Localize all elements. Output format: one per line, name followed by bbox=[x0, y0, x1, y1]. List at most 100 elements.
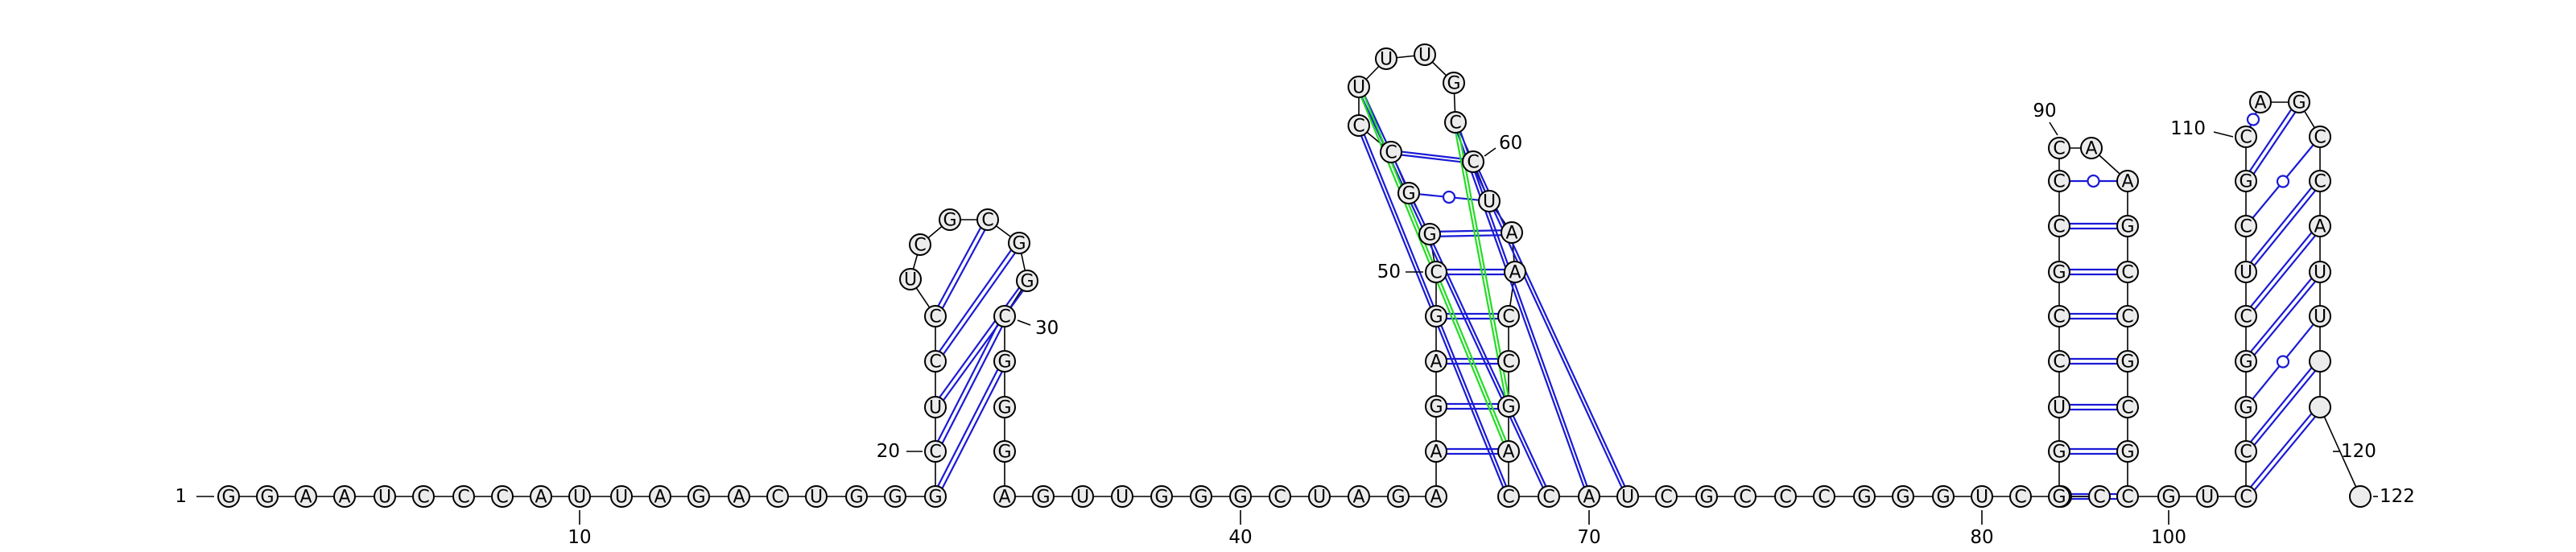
index-label: 90 bbox=[2033, 101, 2056, 122]
nucleotide-letter: G bbox=[2052, 443, 2066, 463]
wobble-pair-marker bbox=[2277, 176, 2289, 187]
nucleotide-letter: C bbox=[929, 443, 941, 463]
nucleotide-letter: U bbox=[1313, 488, 1326, 508]
nucleotide-letter: U bbox=[1621, 488, 1634, 508]
nucleotide: A bbox=[1505, 262, 1525, 283]
nucleotide: U bbox=[1112, 486, 1133, 508]
nucleotide: C bbox=[2049, 351, 2070, 373]
nucleotide: U bbox=[1309, 486, 1330, 508]
nucleotide-letter: G bbox=[1402, 184, 1415, 204]
nucleotide: A bbox=[729, 486, 749, 508]
nucleotide: A bbox=[530, 486, 551, 508]
nucleotide: C bbox=[453, 486, 474, 508]
nucleotide: G bbox=[1398, 183, 1419, 204]
base-pair-layer bbox=[938, 109, 2315, 499]
index-label: 10 bbox=[568, 527, 591, 548]
nucleotide: U bbox=[900, 269, 921, 290]
nucleotide-letter: G bbox=[2161, 488, 2175, 508]
nucleotide: G bbox=[1230, 486, 1251, 508]
nucleotide: G bbox=[2117, 441, 2138, 463]
nucleotide: A bbox=[650, 486, 671, 508]
nucleotide: U bbox=[2049, 397, 2070, 418]
wobble-pair-marker bbox=[2277, 356, 2289, 368]
nucleotide: C bbox=[2235, 306, 2256, 327]
nucleotide: G bbox=[994, 351, 1015, 373]
nucleotide-letter: G bbox=[1429, 307, 1443, 327]
nucleotide-letter: G bbox=[221, 488, 235, 508]
nucleotide: C bbox=[2089, 486, 2110, 508]
nucleotide-letter: A bbox=[338, 488, 350, 508]
nucleotide: C bbox=[2310, 126, 2330, 148]
index-label: 1 bbox=[175, 486, 187, 507]
nucleotide: C bbox=[1735, 486, 1756, 508]
nucleotide bbox=[2310, 397, 2330, 418]
nucleotide: G bbox=[1933, 486, 1954, 508]
nucleotide-letter: A bbox=[733, 488, 745, 508]
base-pair-line bbox=[2255, 191, 2316, 266]
nucleotide-letter: C bbox=[1430, 263, 1442, 283]
index-label: 30 bbox=[1035, 318, 1059, 339]
index-tick bbox=[2214, 132, 2233, 137]
nucleotide: A bbox=[334, 486, 355, 508]
nucleotide-letter: G bbox=[2052, 488, 2066, 508]
nucleotide: G bbox=[1388, 486, 1409, 508]
nucleotide-letter: U bbox=[810, 488, 823, 508]
nucleotide-letter: G bbox=[1020, 272, 1034, 292]
nucleotide: G bbox=[2289, 92, 2310, 113]
nucleotide-letter: G bbox=[997, 443, 1011, 463]
nucleotide: C bbox=[1498, 306, 1519, 327]
nucleotide: U bbox=[2197, 486, 2218, 508]
nucleotide: A bbox=[2117, 171, 2138, 192]
nucleotide-letter: G bbox=[1896, 488, 1909, 508]
nucleotide: G bbox=[1033, 486, 1054, 508]
nucleotide-letter: A bbox=[299, 488, 312, 508]
nucleotide: A bbox=[1501, 222, 1522, 244]
index-tick bbox=[1484, 148, 1496, 156]
nucleotide: C bbox=[1656, 486, 1677, 508]
nucleotide-circle bbox=[2350, 486, 2371, 507]
nucleotide-letter: A bbox=[2121, 172, 2133, 192]
nucleotide: C bbox=[1538, 486, 1559, 508]
nucleotide-letter: C bbox=[1818, 488, 1830, 508]
nucleotide-letter: A bbox=[1509, 263, 1521, 283]
nucleotide-letter: C bbox=[2121, 398, 2133, 418]
nucleotide-letter: C bbox=[2093, 488, 2105, 508]
nucleotide: G bbox=[846, 486, 867, 508]
nucleotide: U bbox=[1072, 486, 1093, 508]
nucleotide-letter: C bbox=[457, 488, 469, 508]
nucleotide-letter: G bbox=[1699, 488, 1713, 508]
index-label: 120 bbox=[2341, 441, 2376, 462]
nucleotide-letter: U bbox=[1116, 488, 1129, 508]
wobble-pair-marker bbox=[1443, 192, 1455, 203]
nucleotide-letter: C bbox=[1502, 352, 1514, 373]
nucleotide-letter: C bbox=[929, 307, 941, 327]
nucleotide: C bbox=[2235, 126, 2256, 148]
nucleotide: G bbox=[1443, 72, 1464, 94]
nucleotide-letter: C bbox=[2053, 217, 2065, 237]
nucleotide-letter: C bbox=[929, 352, 941, 373]
nucleotide: A bbox=[2081, 138, 2102, 159]
wobble-pair-marker bbox=[2248, 114, 2259, 126]
base-pair-line bbox=[2255, 371, 2315, 445]
nucleotide: G bbox=[2235, 351, 2256, 373]
nucleotide-letter: A bbox=[1505, 224, 1517, 244]
nucleotide: G bbox=[2049, 486, 2070, 508]
nucleotide-letter: A bbox=[2254, 93, 2266, 113]
nucleotide-letter: G bbox=[2239, 398, 2252, 418]
nucleotide: U bbox=[925, 397, 946, 418]
base-pair-line bbox=[939, 228, 981, 306]
nucleotide-letter: G bbox=[888, 488, 902, 508]
index-label: 70 bbox=[1577, 527, 1600, 548]
nucleotide-letter: C bbox=[1274, 488, 1286, 508]
nucleotide: C bbox=[492, 486, 513, 508]
nucleotide: C bbox=[925, 306, 946, 327]
index-tick bbox=[2050, 122, 2058, 135]
nucleotide: U bbox=[1376, 48, 1397, 70]
nucleotide-letter: A bbox=[1583, 488, 1595, 508]
nucleotide-letter: G bbox=[997, 352, 1011, 373]
nucleotide-letter: C bbox=[1502, 488, 1514, 508]
nucleotide: G bbox=[1191, 486, 1212, 508]
nucleotide: U bbox=[374, 486, 395, 508]
nucleotide-letter: U bbox=[929, 398, 942, 418]
nucleotide-letter: G bbox=[1501, 398, 1515, 418]
